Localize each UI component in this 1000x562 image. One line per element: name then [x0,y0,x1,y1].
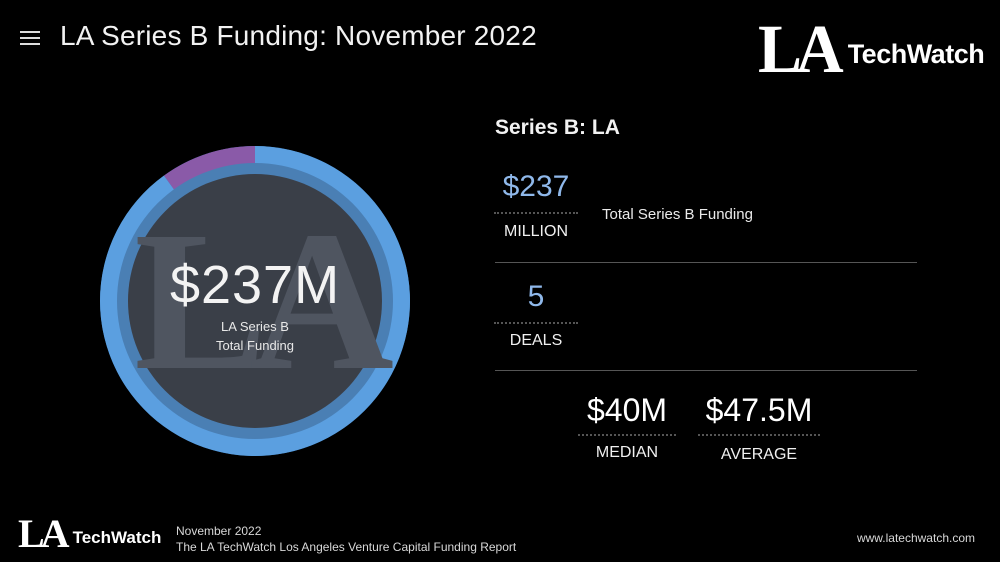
donut-watermark-la: LA [134,191,392,412]
donut-center [128,174,382,428]
donut-total-value: $237M [169,255,341,315]
deals-unit: DEALS [509,332,563,349]
latechwatch-footer-logo: LA TechWatch [18,511,162,556]
footer-report-title: The LA TechWatch Los Angeles Venture Cap… [176,540,517,554]
footer-logo-la: LA [18,511,70,556]
divider-1 [495,262,917,263]
logo-la: LA [758,11,844,88]
funding-donut-chart: LA [99,146,410,456]
total-funding-value: $237 [494,170,578,214]
page-title: LA Series B Funding: November 2022 [60,20,537,51]
total-funding-unit: MILLION [503,223,568,240]
median-label: MEDIAN [595,444,659,461]
logo-techwatch: TechWatch [847,39,985,69]
donut-label-line2: Total Funding [215,338,295,353]
divider-2 [495,370,917,371]
donut-label-line1: LA Series B [221,319,289,334]
footer-website-link[interactable]: www.latechwatch.com [856,531,975,545]
hamburger-menu-icon[interactable] [20,28,40,48]
footer-date: November 2022 [176,524,262,538]
total-funding-description: Total Series B Funding [602,206,753,223]
average-value: $47.5M [698,392,820,436]
donut-label: $237M LA Series B Total Funding [90,136,420,466]
median-value: $40M [578,392,676,436]
latechwatch-logo: LA TechWatch [758,11,985,88]
section-title: Series B: LA [495,116,620,139]
footer-logo-techwatch: TechWatch [72,528,162,547]
average-label: AVERAGE [720,446,798,463]
deals-value: 5 [494,280,578,324]
